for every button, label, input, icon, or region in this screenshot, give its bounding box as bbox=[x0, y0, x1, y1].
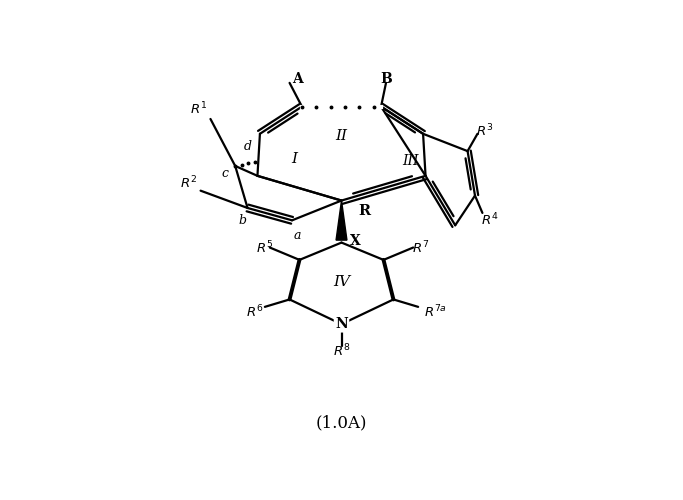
Text: $R^7$: $R^7$ bbox=[412, 239, 429, 256]
Text: III: III bbox=[402, 154, 419, 168]
Text: $R^8$: $R^8$ bbox=[333, 343, 350, 359]
Polygon shape bbox=[336, 200, 347, 240]
Text: $R^1$: $R^1$ bbox=[190, 101, 207, 117]
Text: d: d bbox=[244, 140, 251, 152]
Text: $R^3$: $R^3$ bbox=[476, 123, 494, 140]
Text: a: a bbox=[293, 228, 301, 241]
Text: X: X bbox=[350, 234, 361, 248]
Text: c: c bbox=[222, 167, 229, 180]
Text: B: B bbox=[380, 72, 392, 86]
Text: $R^2$: $R^2$ bbox=[180, 175, 197, 192]
Text: $R^5$: $R^5$ bbox=[256, 239, 273, 256]
Text: b: b bbox=[238, 214, 247, 227]
Text: (1.0A): (1.0A) bbox=[316, 414, 367, 432]
Text: A: A bbox=[292, 72, 303, 86]
Text: R: R bbox=[359, 204, 371, 218]
Text: II: II bbox=[335, 130, 348, 143]
Text: $R^4$: $R^4$ bbox=[481, 212, 499, 228]
Text: N: N bbox=[335, 317, 348, 331]
Text: N: N bbox=[335, 317, 348, 331]
Text: I: I bbox=[292, 152, 298, 166]
Text: IV: IV bbox=[333, 275, 350, 289]
Text: $R^{7a}$: $R^{7a}$ bbox=[424, 304, 447, 320]
Text: $R^6$: $R^6$ bbox=[247, 304, 264, 320]
